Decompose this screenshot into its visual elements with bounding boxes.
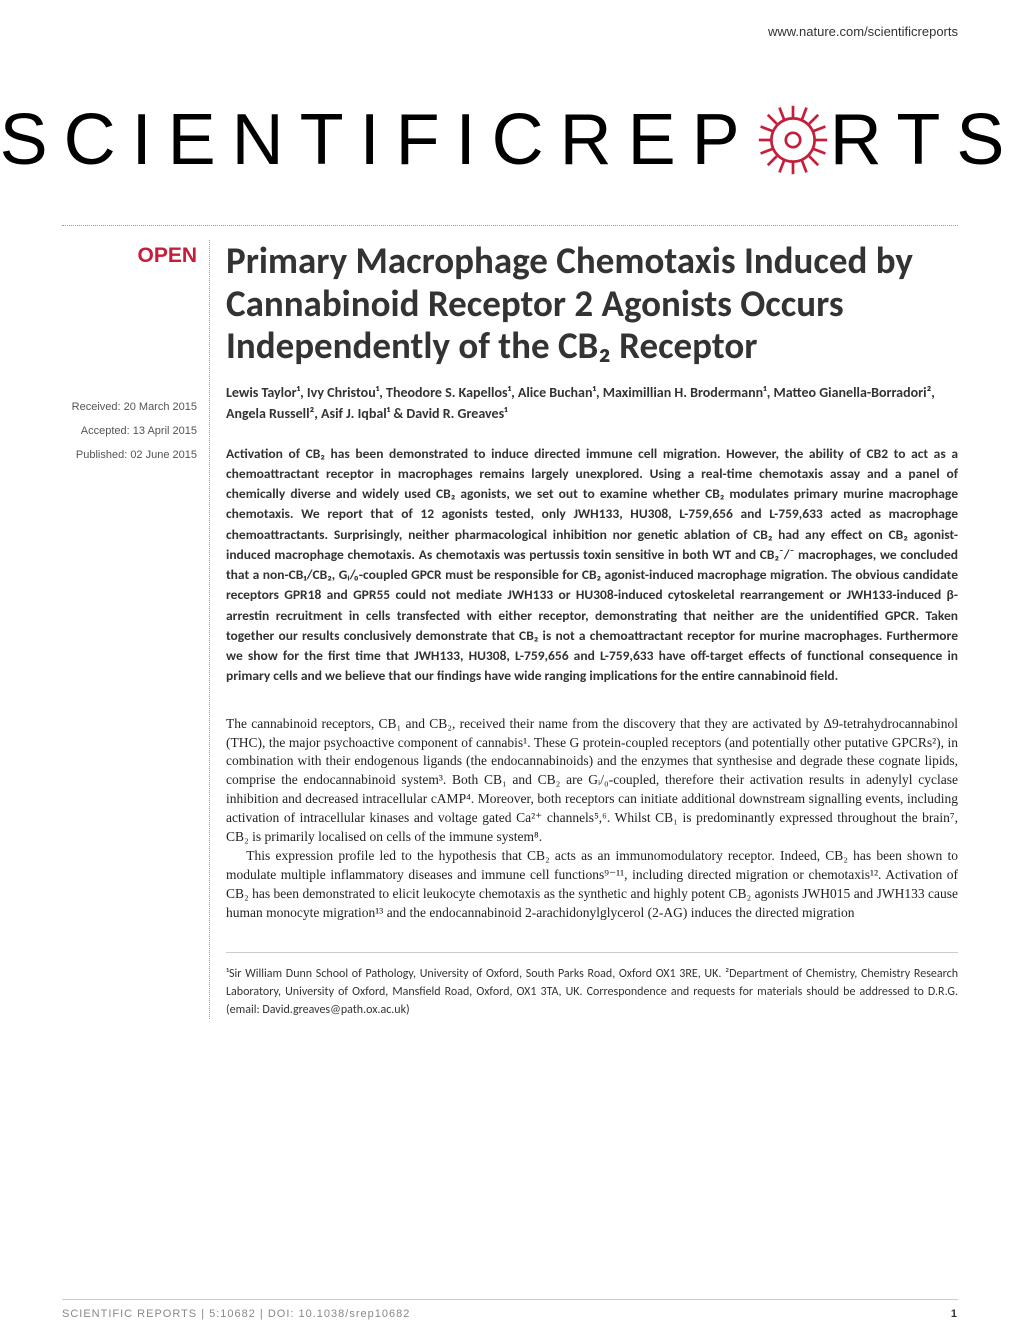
gear-icon xyxy=(748,95,838,185)
footer-citation: SCIENTIFIC REPORTS | 5:10682 | DOI: 10.1… xyxy=(62,1308,410,1320)
authors-list: Lewis Taylor¹, Ivy Christou¹, Theodore S… xyxy=(226,382,958,424)
page-number: 1 xyxy=(951,1308,958,1320)
journal-name-part2: REP xyxy=(560,99,756,181)
journal-name-part3: RTS xyxy=(830,99,1020,181)
top-divider xyxy=(62,225,958,226)
main-content: Primary Macrophage Chemotaxis Induced by… xyxy=(226,240,958,1019)
body-paragraph-1: The cannabinoid receptors, CB₁ and CB₂, … xyxy=(226,715,958,847)
journal-logo: SCIENTIFIC REP xyxy=(62,95,958,185)
header-website-link: www.nature.com/scientificreports xyxy=(768,24,958,39)
accepted-date: Accepted: 13 April 2015 xyxy=(62,422,197,442)
published-date: Published: 02 June 2015 xyxy=(62,446,197,466)
article-title: Primary Macrophage Chemotaxis Induced by… xyxy=(226,240,958,368)
body-paragraph-2: This expression profile led to the hypot… xyxy=(226,847,958,923)
body-text: The cannabinoid receptors, CB₁ and CB₂, … xyxy=(226,715,958,923)
received-date: Received: 20 March 2015 xyxy=(62,398,197,418)
open-access-badge: OPEN xyxy=(62,244,197,268)
page-footer: SCIENTIFIC REPORTS | 5:10682 | DOI: 10.1… xyxy=(62,1299,958,1320)
left-sidebar: OPEN Received: 20 March 2015 Accepted: 1… xyxy=(62,240,210,1019)
author-affiliations: ¹Sir William Dunn School of Pathology, U… xyxy=(226,952,958,1019)
content-area: OPEN Received: 20 March 2015 Accepted: 1… xyxy=(62,240,958,1019)
journal-name-part1: SCIENTIFIC xyxy=(0,99,560,181)
article-dates: Received: 20 March 2015 Accepted: 13 Apr… xyxy=(62,398,197,465)
abstract: Activation of CB₂ has been demonstrated … xyxy=(226,444,958,687)
